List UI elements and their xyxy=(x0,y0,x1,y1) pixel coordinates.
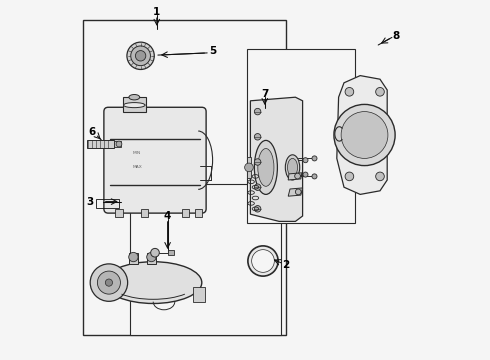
Text: 2: 2 xyxy=(282,260,289,270)
Bar xyxy=(247,49,355,223)
Bar xyxy=(193,287,205,302)
Circle shape xyxy=(341,112,388,158)
Circle shape xyxy=(248,246,278,276)
Circle shape xyxy=(151,248,159,257)
Circle shape xyxy=(116,141,122,147)
Ellipse shape xyxy=(104,262,202,303)
Circle shape xyxy=(376,172,384,181)
Polygon shape xyxy=(250,97,303,221)
Circle shape xyxy=(294,173,300,179)
Bar xyxy=(129,253,138,264)
Circle shape xyxy=(295,189,301,195)
Circle shape xyxy=(135,51,146,61)
Circle shape xyxy=(254,134,261,140)
Text: 8: 8 xyxy=(392,31,400,41)
Circle shape xyxy=(334,104,395,166)
Circle shape xyxy=(254,108,261,115)
Text: MAX: MAX xyxy=(132,165,142,170)
Bar xyxy=(168,250,174,255)
Polygon shape xyxy=(288,188,303,196)
Bar xyxy=(96,199,119,208)
Circle shape xyxy=(254,159,261,165)
Circle shape xyxy=(147,252,156,262)
Text: 4: 4 xyxy=(164,211,171,221)
Text: 5: 5 xyxy=(209,46,216,57)
Circle shape xyxy=(252,250,274,272)
Circle shape xyxy=(127,42,154,69)
Text: MIN: MIN xyxy=(133,151,141,155)
Circle shape xyxy=(312,156,317,161)
Text: 7: 7 xyxy=(261,89,269,99)
Text: 1: 1 xyxy=(153,7,160,17)
Ellipse shape xyxy=(123,103,145,108)
Ellipse shape xyxy=(285,155,300,180)
Ellipse shape xyxy=(258,148,274,186)
Bar xyxy=(83,20,286,335)
Circle shape xyxy=(254,206,261,212)
Bar xyxy=(147,253,156,264)
Ellipse shape xyxy=(254,140,277,194)
Circle shape xyxy=(345,87,354,96)
Circle shape xyxy=(90,264,127,301)
Polygon shape xyxy=(288,173,302,180)
Circle shape xyxy=(129,252,138,262)
Bar xyxy=(87,140,114,148)
Polygon shape xyxy=(337,76,387,194)
Bar xyxy=(130,184,281,335)
Circle shape xyxy=(105,279,113,286)
Text: 6: 6 xyxy=(88,127,96,138)
Bar xyxy=(114,141,121,147)
Circle shape xyxy=(131,46,150,66)
Text: 3: 3 xyxy=(87,197,94,207)
Circle shape xyxy=(245,163,253,172)
Polygon shape xyxy=(247,157,251,178)
Polygon shape xyxy=(195,209,202,217)
FancyBboxPatch shape xyxy=(104,107,206,213)
Bar xyxy=(122,97,146,112)
Polygon shape xyxy=(141,209,148,217)
Circle shape xyxy=(254,184,261,190)
Circle shape xyxy=(312,174,317,179)
Circle shape xyxy=(303,158,308,163)
Circle shape xyxy=(303,172,308,177)
Circle shape xyxy=(345,172,354,181)
Polygon shape xyxy=(182,209,189,217)
Polygon shape xyxy=(116,209,122,217)
Circle shape xyxy=(376,87,384,96)
Ellipse shape xyxy=(288,158,297,176)
Circle shape xyxy=(98,271,121,294)
Ellipse shape xyxy=(129,94,140,100)
